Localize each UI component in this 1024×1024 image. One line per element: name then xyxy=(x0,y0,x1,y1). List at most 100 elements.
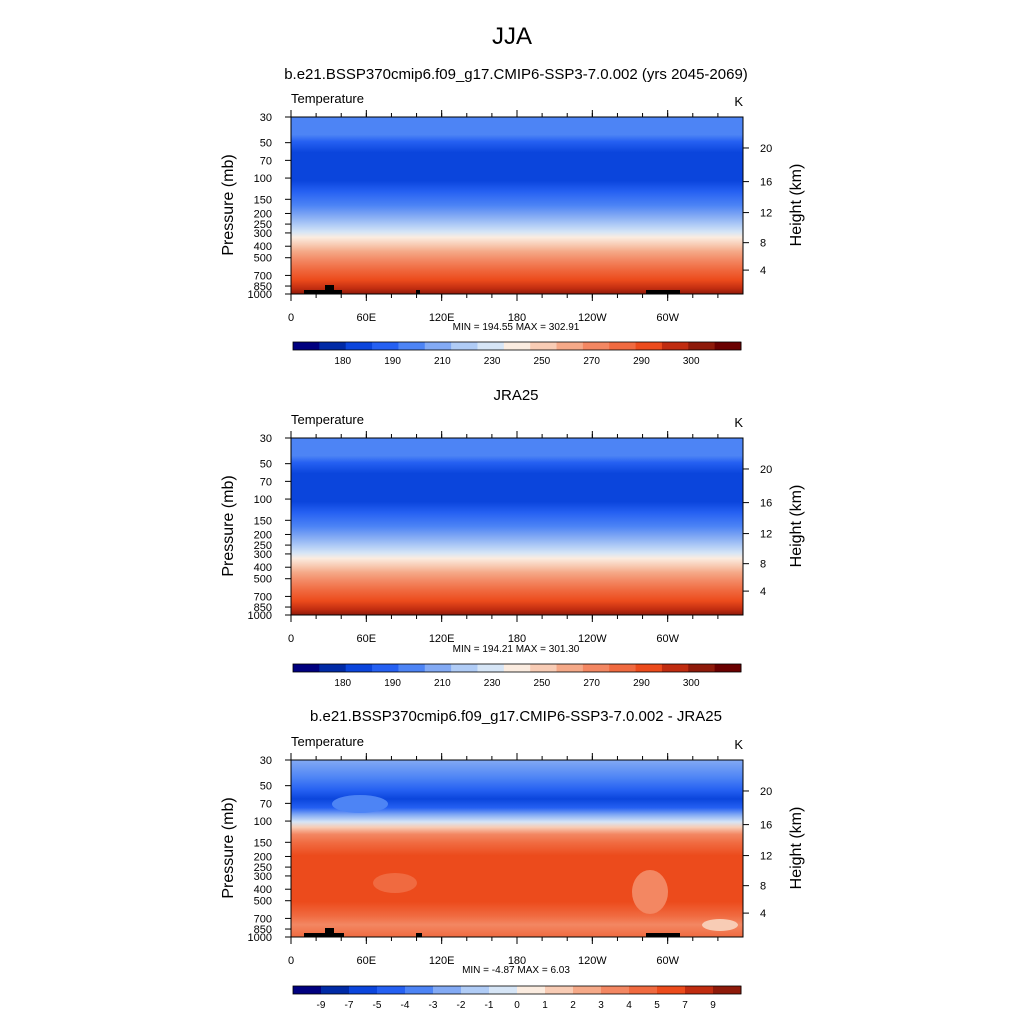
colorbar-label: 190 xyxy=(384,678,401,689)
colorbar-swatch xyxy=(398,664,426,672)
height-tick-label: 8 xyxy=(760,881,766,893)
colorbar-label: 5 xyxy=(654,1000,660,1011)
x-tick-label: 180 xyxy=(508,955,526,967)
colorbar-swatch xyxy=(345,342,373,350)
pressure-tick-label: 300 xyxy=(254,871,272,883)
pressure-tick-label: 250 xyxy=(254,219,272,231)
colorbar-label: 210 xyxy=(434,356,451,367)
colorbar-label: -9 xyxy=(317,1000,326,1011)
variable-label: Temperature xyxy=(291,91,364,106)
units-label: K xyxy=(734,415,743,430)
colorbar-label: 210 xyxy=(434,678,451,689)
colorbar-swatch xyxy=(573,986,602,994)
pressure-tick-label: 1000 xyxy=(248,610,272,622)
colorbar-swatch xyxy=(582,664,610,672)
colorbar-swatch xyxy=(349,986,378,994)
colorbar-label: 300 xyxy=(683,356,700,367)
y2-axis-label: Height (km) xyxy=(788,807,805,890)
colorbar-swatch xyxy=(405,986,434,994)
colorbar-swatch xyxy=(545,986,574,994)
pressure-tick-label: 250 xyxy=(254,540,272,552)
colorbar-swatch xyxy=(451,342,478,350)
x-tick-label: 60W xyxy=(656,633,679,645)
colorbar-label: 180 xyxy=(334,678,351,689)
colorbar-frame xyxy=(292,341,742,351)
x-tick-label: 0 xyxy=(288,633,294,645)
figure-title: JJA xyxy=(492,23,532,50)
colorbar-swatch xyxy=(345,664,373,672)
colorbar-swatch xyxy=(582,342,610,350)
colorbar-swatch xyxy=(477,342,505,350)
pressure-tick-label: 100 xyxy=(254,816,272,828)
pressure-tick-label: 300 xyxy=(254,228,272,240)
height-tick-label: 16 xyxy=(760,177,772,189)
x-tick-label: 120W xyxy=(578,955,607,967)
x-tick-label: 180 xyxy=(508,633,526,645)
colorbar-swatch xyxy=(477,664,505,672)
pressure-tick-label: 250 xyxy=(254,862,272,874)
colorbar-swatch xyxy=(424,342,452,350)
colorbar-label: 0 xyxy=(514,1000,520,1011)
height-tick-label: 8 xyxy=(760,238,766,250)
plot-area xyxy=(291,438,743,615)
pressure-tick-label: 850 xyxy=(254,924,272,936)
colorbar-label: 290 xyxy=(633,356,650,367)
colorbar-swatch xyxy=(293,664,320,672)
x-tick-label: 120E xyxy=(429,955,455,967)
colorbar-swatch xyxy=(714,664,742,672)
colorbar-label: 180 xyxy=(334,356,351,367)
height-tick-label: 12 xyxy=(760,208,772,220)
height-tick-label: 20 xyxy=(760,143,772,155)
colorbar-label: 9 xyxy=(710,1000,716,1011)
pressure-tick-label: 700 xyxy=(254,913,272,925)
colorbar-swatch xyxy=(451,664,478,672)
pressure-tick-label: 700 xyxy=(254,591,272,603)
x-tick-label: 180 xyxy=(508,312,526,324)
pressure-tick-label: 30 xyxy=(260,112,272,124)
pressure-tick-label: 50 xyxy=(260,138,272,150)
colorbar-swatch xyxy=(377,986,406,994)
colorbar-frame xyxy=(292,985,742,995)
pressure-tick-label: 200 xyxy=(254,851,272,863)
variable-label: Temperature xyxy=(291,412,364,427)
colorbar-label: -5 xyxy=(373,1000,382,1011)
colorbar-swatch xyxy=(372,342,399,350)
colorbar-label: 190 xyxy=(384,356,401,367)
colorbar-label: 250 xyxy=(534,678,551,689)
panel-3: b.e21.BSSP370cmip6.f09_g17.CMIP6-SSP3-7.… xyxy=(220,708,805,1011)
colorbar-swatch xyxy=(635,664,663,672)
colorbar-swatch xyxy=(713,986,742,994)
pressure-tick-label: 30 xyxy=(260,433,272,445)
colorbar-swatch xyxy=(661,664,689,672)
colorbar: 180 190 210 230 250 270 290 300 xyxy=(292,663,742,689)
pressure-tick-label: 500 xyxy=(254,896,272,908)
height-tick-label: 16 xyxy=(760,498,772,510)
panel-2: JRA25 Temperature K 30507010015020025030… xyxy=(220,387,805,689)
colorbar-swatch xyxy=(517,986,546,994)
colorbar-swatch xyxy=(609,342,637,350)
x-tick-label: 60E xyxy=(357,312,377,324)
y-axis-label: Pressure (mb) xyxy=(220,475,237,576)
height-tick-label: 20 xyxy=(760,786,772,798)
pressure-tick-label: 500 xyxy=(254,253,272,265)
pressure-tick-label: 400 xyxy=(254,562,272,574)
colorbar-label: 290 xyxy=(633,678,650,689)
colorbar-label: -3 xyxy=(429,1000,438,1011)
x-tick-label: 120W xyxy=(578,633,607,645)
colorbar-swatch xyxy=(661,342,689,350)
colorbar-swatch xyxy=(321,986,350,994)
topography xyxy=(304,928,680,937)
plot-area xyxy=(291,760,743,937)
colorbar-swatch xyxy=(489,986,518,994)
height-tick-label: 16 xyxy=(760,820,772,832)
colorbar-swatch xyxy=(293,342,320,350)
x-tick-label: 60W xyxy=(656,955,679,967)
panel-title: b.e21.BSSP370cmip6.f09_g17.CMIP6-SSP3-7.… xyxy=(284,66,748,83)
x-tick-label: 120E xyxy=(429,633,455,645)
height-tick-label: 12 xyxy=(760,529,772,541)
colorbar-swatch xyxy=(657,986,686,994)
x-tick-label: 120W xyxy=(578,312,607,324)
panel-title: JRA25 xyxy=(493,387,538,404)
